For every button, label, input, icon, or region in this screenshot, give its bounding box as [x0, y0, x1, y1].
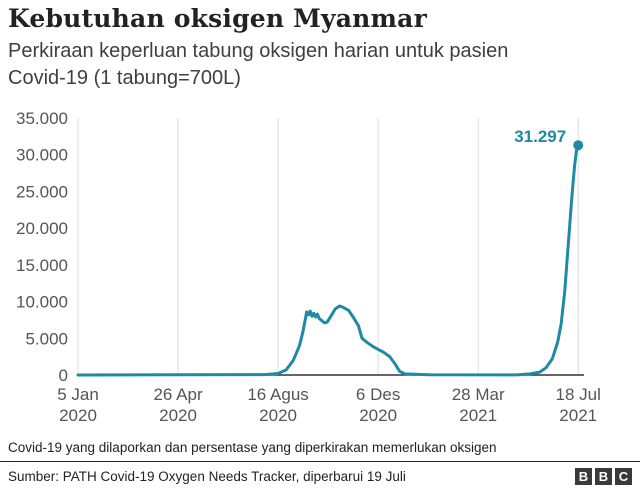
x-tick-label: 28 Mar — [452, 385, 505, 404]
bbc-logo: B B C — [575, 468, 632, 485]
line-chart: 0 5.000 10.000 15.000 20.000 25.000 30.000 35.0… — [16, 109, 601, 425]
bbc-logo-letter-2: B — [595, 468, 612, 485]
footer-divider — [0, 461, 640, 462]
x-tick-year-label: 2021 — [459, 406, 497, 425]
x-tick-year-label: 2020 — [259, 406, 297, 425]
x-tick-label: 6 Des — [356, 385, 400, 404]
y-tick-label: 20.000 — [16, 219, 68, 238]
y-tick-label: 30.000 — [16, 146, 68, 165]
x-tick-year-label: 2020 — [59, 406, 97, 425]
chart-note: Covid-19 yang dilaporkan dan persentase … — [8, 440, 497, 455]
y-tick-label: 15.000 — [16, 256, 68, 275]
source-text: Sumber: PATH Covid-19 Oxygen Needs Track… — [8, 469, 406, 484]
series-line — [76, 143, 580, 377]
x-tick-year-label: 2020 — [359, 406, 397, 425]
x-tick-label: 26 Apr — [153, 385, 202, 404]
chart-title: Kebutuhan oksigen Myanmar — [8, 4, 427, 33]
x-tick-label: 16 Agus — [247, 385, 308, 404]
annotations: 31.297 — [514, 127, 584, 151]
y-tick-label: 35.000 — [16, 109, 68, 128]
x-tick-year-label: 2020 — [159, 406, 197, 425]
bbc-logo-letter-3: C — [615, 468, 632, 485]
x-tick-label: 18 Jul — [556, 385, 601, 404]
peak-point — [573, 140, 584, 151]
series — [76, 143, 580, 377]
chart-subtitle: Perkiraan keperluan tabung oksigen haria… — [8, 40, 509, 89]
x-tick-label: 5 Jan — [57, 385, 99, 404]
x-tick-year-label: 2021 — [559, 406, 597, 425]
y-axis-ticks: 0 5.000 10.000 15.000 20.000 25.000 30.000 35.0… — [16, 109, 68, 385]
bbc-logo-letter-1: B — [575, 468, 592, 485]
y-tick-label: 0 — [59, 366, 68, 385]
x-axis-ticks: 5 Jan 2020 26 Apr 2020 16 Agus 2020 6 Des 2020 2… — [57, 385, 601, 425]
gridlines — [77, 118, 579, 375]
y-tick-label: 10.000 — [16, 293, 68, 312]
peak-value-label: 31.297 — [514, 127, 566, 146]
y-tick-label: 25.000 — [16, 182, 68, 201]
y-tick-label: 5.000 — [25, 329, 68, 348]
